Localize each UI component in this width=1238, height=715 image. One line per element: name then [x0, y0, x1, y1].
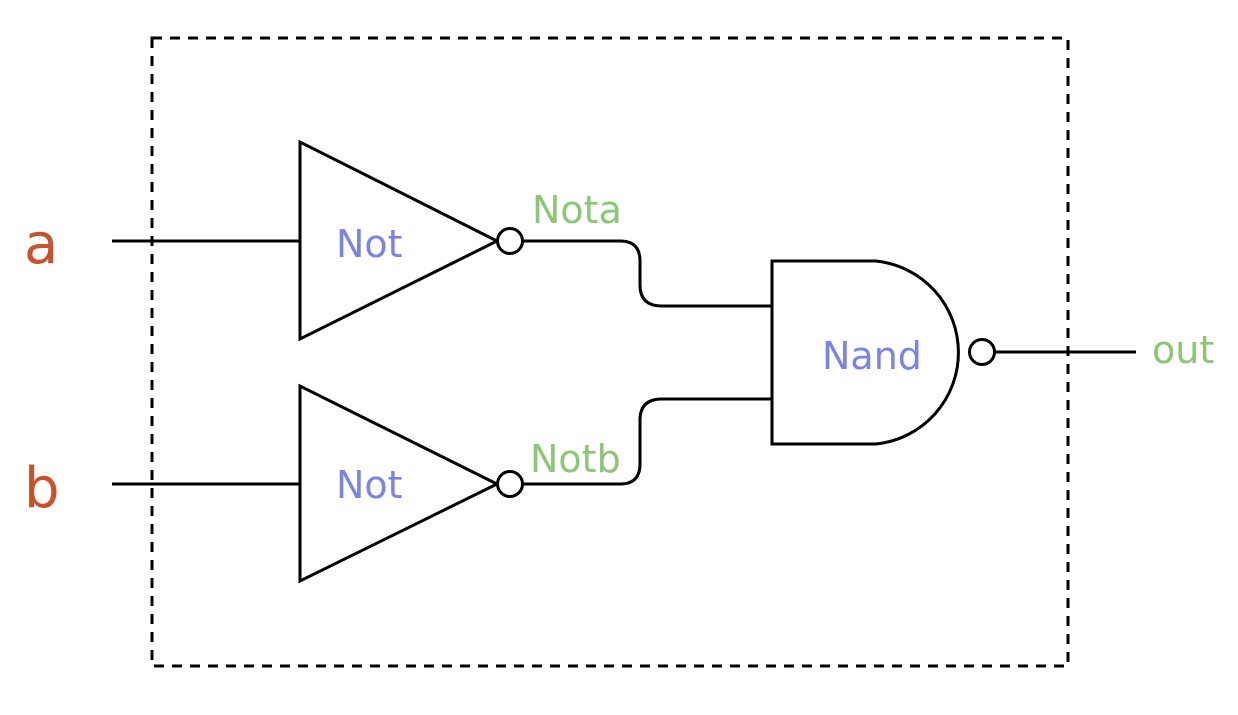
not-gate-bottom-label: Not: [336, 463, 403, 507]
wire-nota: [523, 239, 772, 308]
nand-gate: [770, 259, 960, 446]
output-label-out: out: [1152, 328, 1214, 372]
net-label-notb: Notb: [530, 437, 621, 481]
not-gate-top-label: Not: [336, 222, 403, 266]
not-gate-bottom-bubble: [496, 470, 524, 498]
not-gate-top-bubble: [496, 227, 524, 255]
wire-notb: [523, 397, 772, 486]
nand-gate-label: Nand: [822, 334, 922, 378]
input-label-a: a: [24, 212, 58, 277]
not-gate-top: [298, 139, 501, 342]
net-label-nota: Nota: [532, 188, 622, 232]
nand-gate-bubble: [968, 338, 996, 366]
not-gate-bottom: [298, 383, 501, 584]
input-label-b: b: [24, 456, 60, 521]
